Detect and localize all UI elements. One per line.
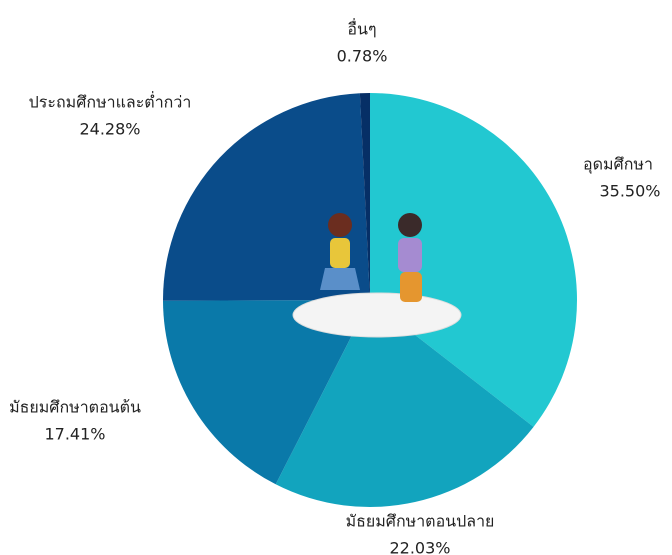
slice-label: ประถมศึกษาและต่ำกว่า <box>29 91 192 112</box>
chart: อุดมศึกษา 35.50% มัธยมศึกษาตอนปลาย 22.03% มั… <box>0 0 672 555</box>
slice-label: อื่นๆ <box>347 18 376 39</box>
value-label: 35.50% <box>599 182 660 201</box>
slice-label: มัธยมศึกษาตอนปลาย <box>346 512 495 531</box>
value-label: 22.03% <box>389 539 450 555</box>
illustration-ground <box>293 293 461 337</box>
illustration-head <box>328 213 352 237</box>
value-label: 17.41% <box>44 425 105 444</box>
value-label: 24.28% <box>79 120 140 139</box>
value-label: 0.78% <box>337 47 388 66</box>
illustration-skirt <box>320 268 360 290</box>
illustration-body <box>330 238 350 268</box>
page: อุดมศึกษา 35.50% มัธยมศึกษาตอนปลาย 22.03% มั… <box>0 0 672 555</box>
slice-label: มัธยมศึกษาตอนต้น <box>9 398 141 417</box>
slice-label: อุดมศึกษา <box>583 155 653 175</box>
illustration-head <box>398 213 422 237</box>
illustration-body <box>398 238 422 272</box>
illustration-pants <box>400 272 422 302</box>
